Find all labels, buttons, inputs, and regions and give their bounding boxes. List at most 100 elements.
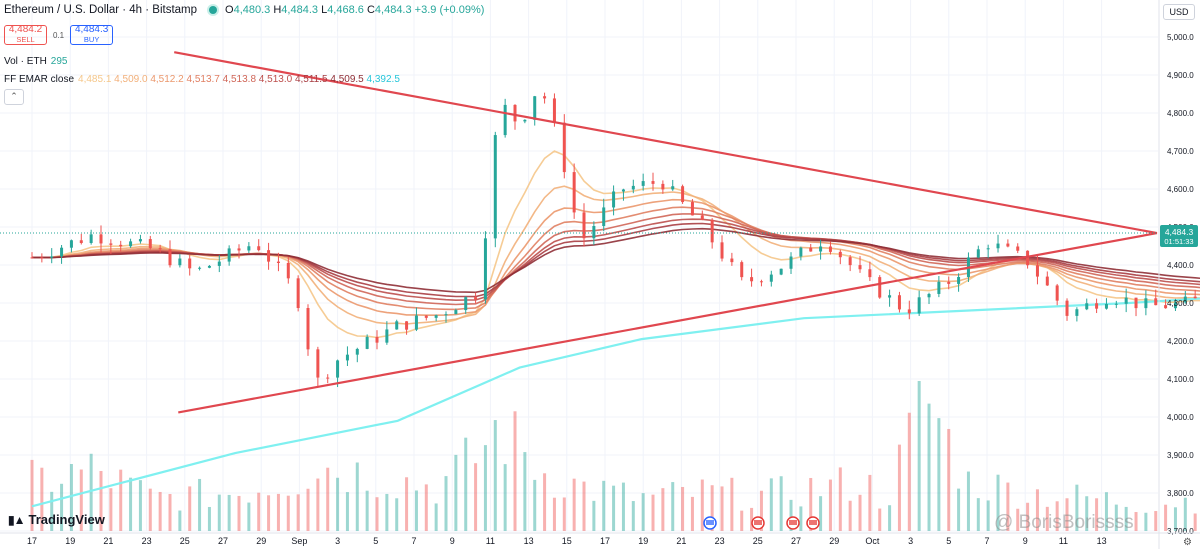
candle-body: [533, 96, 537, 120]
symbol-row: Ethereum / U.S. Dollar · 4h · Bitstamp O…: [4, 0, 484, 20]
candle-body: [562, 122, 566, 173]
volume-bar: [976, 498, 980, 531]
volume-bar: [828, 479, 832, 531]
open-value: 4,480.3: [233, 4, 271, 16]
candle-body: [99, 234, 103, 244]
candle-body: [996, 243, 1000, 249]
candle: [1173, 298, 1177, 312]
candle-body: [1134, 297, 1138, 309]
volume-bar: [1075, 484, 1079, 531]
x-tick-label: 3: [335, 536, 340, 546]
candle: [276, 252, 280, 272]
volume-bar: [1045, 506, 1049, 531]
candle: [602, 198, 606, 232]
volume-bar: [336, 477, 340, 531]
volume-bar: [759, 490, 763, 531]
candle-body: [552, 98, 556, 123]
candle-body: [523, 119, 527, 122]
candle-body: [316, 349, 320, 378]
volume-bar: [917, 381, 921, 531]
candle-body: [789, 256, 793, 269]
candle-body: [30, 257, 34, 259]
volume-bar: [621, 482, 625, 531]
candle-body: [937, 281, 941, 294]
x-tick-label: 11: [486, 536, 495, 546]
candle: [483, 231, 487, 304]
volume-bar: [740, 510, 744, 531]
candle: [1183, 290, 1187, 304]
candle-body: [878, 277, 882, 298]
candle: [385, 321, 389, 345]
candle: [582, 203, 586, 247]
ema-value: 4,509.0: [114, 73, 151, 85]
ema-line: [32, 206, 1200, 311]
candle-body: [395, 321, 399, 330]
candle: [158, 244, 162, 253]
candle-body: [868, 269, 872, 278]
buy-button[interactable]: 4,484.3 BUY: [70, 25, 114, 45]
event-flag-icon: [809, 520, 817, 525]
volume-bar: [424, 484, 428, 531]
ema-value: 4,392.5: [366, 73, 400, 85]
volume-bar: [326, 467, 330, 531]
candle: [513, 104, 517, 130]
volume-bar: [671, 482, 675, 531]
candle-body: [365, 336, 369, 349]
candle: [621, 188, 625, 201]
candle: [927, 292, 931, 305]
candle-body: [750, 277, 754, 282]
tradingview-logo[interactable]: ▮▲ TradingView: [8, 512, 105, 527]
volume-bar: [789, 499, 793, 531]
x-tick-label: 23: [142, 536, 152, 546]
volume-bar: [1173, 507, 1177, 531]
symbol-title[interactable]: Ethereum / U.S. Dollar · 4h · Bitstamp: [4, 4, 198, 16]
ema-value: 4,511.5: [294, 73, 331, 85]
sell-button[interactable]: 4,484.2 SELL: [4, 25, 47, 45]
candle: [543, 92, 547, 104]
currency-selector[interactable]: USD: [1163, 4, 1195, 20]
spread-value: 0.1: [53, 30, 65, 40]
candle: [1045, 271, 1049, 286]
candle-body: [543, 96, 547, 99]
candle: [986, 244, 990, 259]
candle-body: [1075, 309, 1079, 316]
volume-bar: [562, 497, 566, 531]
volume-legend[interactable]: Vol · ETH 295: [4, 55, 68, 67]
volume-bar: [513, 411, 517, 531]
candle: [1164, 299, 1168, 309]
chevron-up-icon[interactable]: ⌃: [4, 89, 24, 105]
x-tick-label: 29: [256, 536, 266, 546]
volume-bar: [878, 508, 882, 531]
volume-bar: [1154, 511, 1158, 531]
candle: [759, 279, 763, 287]
volume-bar: [503, 464, 507, 531]
event-flag-icon: [789, 520, 797, 525]
candle: [651, 172, 655, 191]
y-tick-label: 4,800.0: [1167, 109, 1194, 118]
volume-bar: [30, 459, 34, 531]
candle-body: [957, 276, 961, 284]
candle: [148, 235, 152, 250]
candle: [533, 95, 537, 126]
candle-body: [286, 262, 290, 279]
candle: [79, 233, 83, 245]
market-status-icon: [209, 6, 218, 14]
candle-body: [69, 240, 73, 248]
ema-legend[interactable]: FF EMAR close 4,485.1 4,509.0 4,512.2 4,…: [4, 73, 400, 85]
candle: [464, 296, 468, 314]
x-tick-label: 17: [600, 536, 610, 546]
candle-body: [661, 183, 665, 190]
x-tick-label: Oct: [865, 536, 880, 546]
candle: [848, 255, 852, 272]
candle: [897, 291, 901, 313]
last-price-badge: 4,484.301:51:33: [1160, 224, 1198, 247]
candle: [838, 249, 842, 265]
volume-bar: [316, 478, 320, 531]
candle-body: [414, 315, 418, 330]
candle-body: [296, 278, 300, 309]
y-tick-label: 4,000.0: [1167, 413, 1194, 422]
candle-body: [888, 295, 892, 298]
y-tick-label: 4,900.0: [1167, 71, 1194, 80]
ema-ribbon: [31, 150, 1200, 508]
